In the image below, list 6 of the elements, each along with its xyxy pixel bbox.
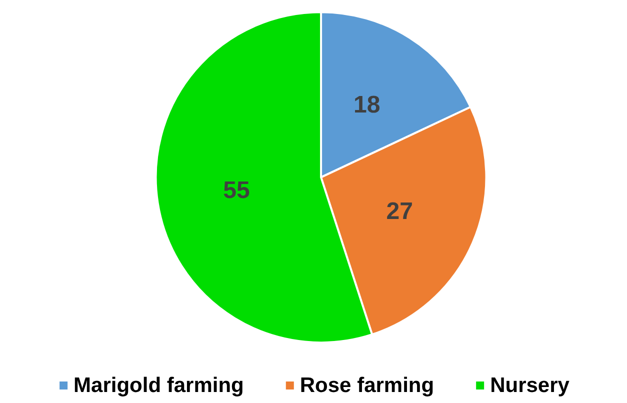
data-label: 27	[386, 198, 413, 225]
data-label: 55	[223, 177, 250, 204]
legend-label: Rose farming	[300, 374, 434, 397]
legend-label: Marigold farming	[74, 374, 244, 397]
data-label: 18	[354, 92, 380, 119]
legend-label: Nursery	[490, 374, 570, 397]
